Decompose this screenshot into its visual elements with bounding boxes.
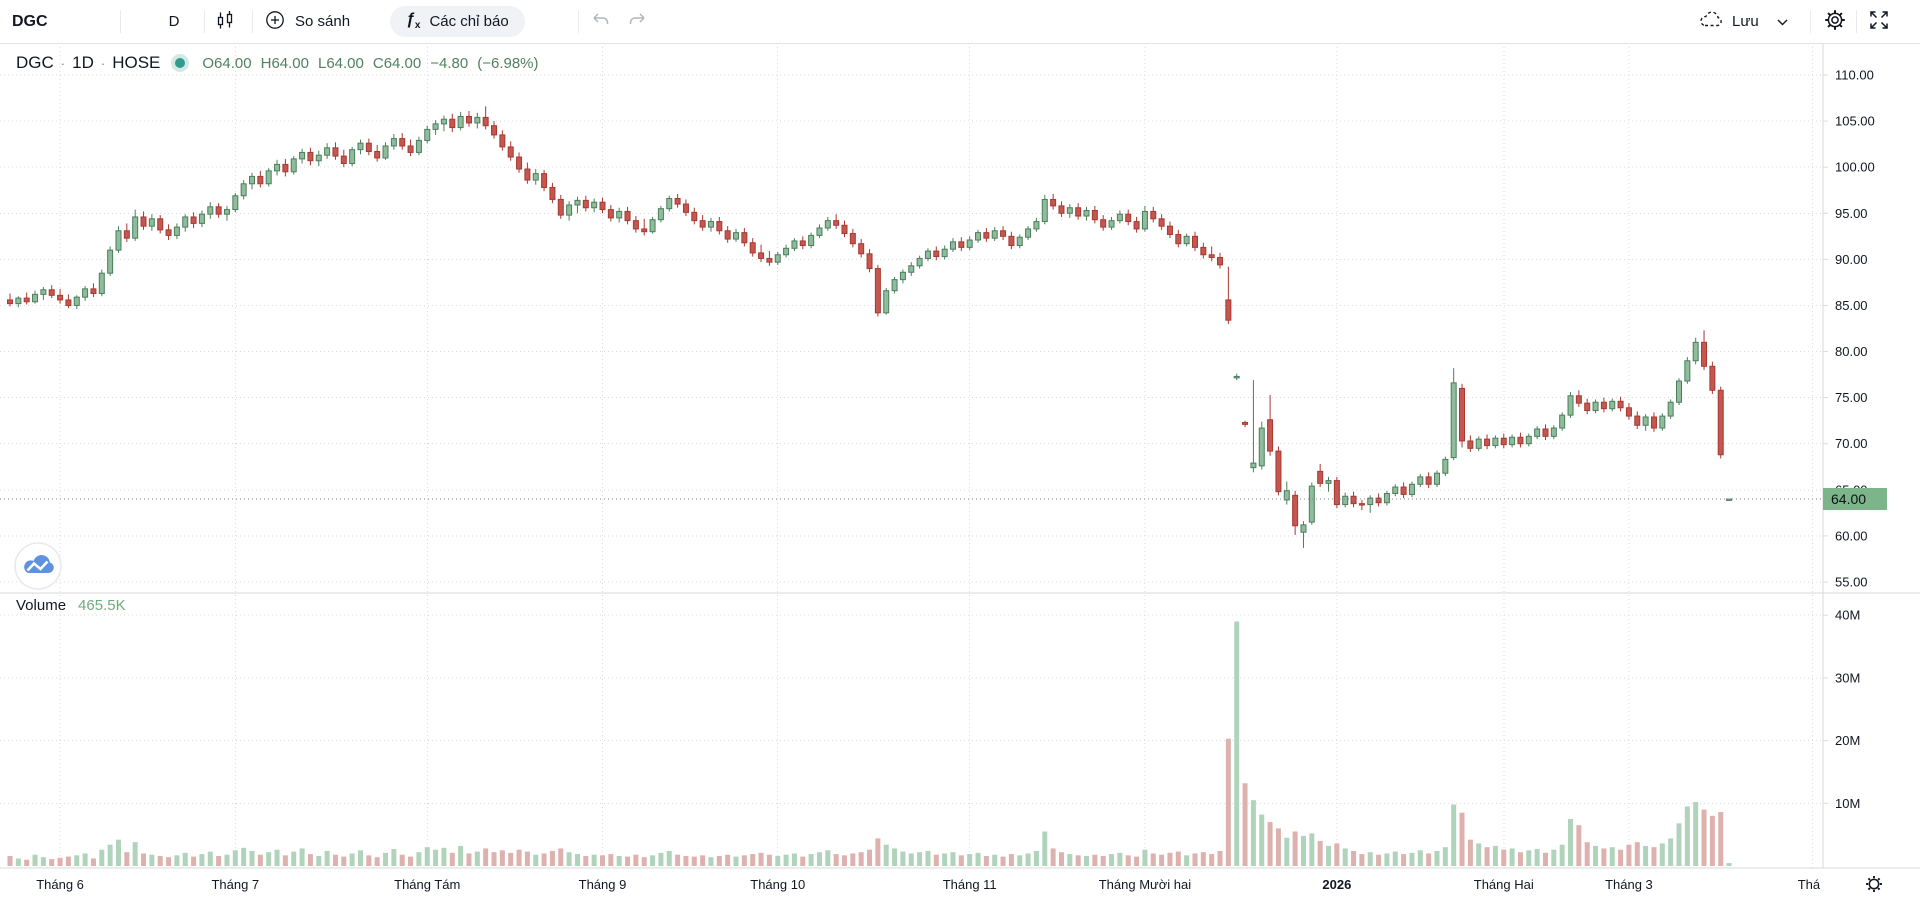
chart-style-button[interactable]: [212, 0, 238, 43]
ohlc-open: O64.00: [202, 54, 252, 72]
svg-text:60.00: 60.00: [1835, 528, 1868, 543]
svg-text:100.00: 100.00: [1835, 160, 1875, 175]
compare-label: So sánh: [295, 13, 351, 30]
market-status-dot: [175, 58, 186, 68]
svg-text:105.00: 105.00: [1835, 114, 1875, 129]
redo-button[interactable]: [624, 0, 650, 43]
time-axis-settings-button[interactable]: [1860, 872, 1888, 900]
undo-button[interactable]: [588, 0, 614, 43]
toolbar-separator: [252, 10, 253, 33]
interval-button[interactable]: D: [168, 13, 180, 30]
svg-text:85.00: 85.00: [1835, 298, 1868, 313]
change-value: −4.80: [430, 54, 469, 72]
last-price-label: 64.00: [1823, 488, 1887, 511]
toolbar-separator: [1856, 10, 1857, 33]
svg-text:75.00: 75.00: [1835, 390, 1868, 405]
legend-symbol: DGC: [16, 53, 54, 72]
volume-value: 465.5K: [78, 597, 126, 614]
svg-text:70.00: 70.00: [1835, 436, 1868, 451]
svg-text:80.00: 80.00: [1835, 344, 1868, 359]
svg-text:Tháng Hai: Tháng Hai: [1474, 877, 1534, 892]
compare-button[interactable]: So sánh: [264, 0, 350, 43]
svg-text:2026: 2026: [1322, 877, 1351, 892]
svg-text:10M: 10M: [1835, 796, 1860, 811]
save-label: Lưu: [1732, 13, 1759, 30]
chart-area: 110.00 105.00 100.00 95.00 90.00 85.00 80.00 75…: [0, 43, 1920, 901]
svg-text:40M: 40M: [1835, 608, 1860, 623]
svg-text:95.00: 95.00: [1835, 206, 1868, 221]
legend-separator: ·: [60, 55, 66, 71]
chart-settings-button[interactable]: [1822, 0, 1848, 43]
symbol-search-button[interactable]: DGC: [12, 12, 48, 30]
fullscreen-button[interactable]: [1866, 0, 1892, 43]
fullscreen-expand-icon: [1867, 8, 1891, 36]
change-percent: (−6.98%): [477, 54, 539, 72]
save-layout-button[interactable]: Lưu: [1698, 0, 1788, 43]
ohlc-values: O64.00 H64.00 L64.00 C64.00 −4.80 (−6.98…: [202, 55, 538, 72]
chevron-down-icon: [1777, 13, 1788, 30]
svg-text:Thán: Thán: [1798, 877, 1828, 892]
cloud-mountain-icon: [24, 555, 54, 573]
broker-logo: [14, 542, 62, 590]
axis-settings-gear-icon: [1864, 874, 1884, 899]
svg-text:20M: 20M: [1835, 733, 1860, 748]
volume-label: Volume: [16, 597, 67, 614]
indicators-button[interactable]: ƒx Các chỉ báo: [390, 6, 525, 37]
svg-text:Tháng 6: Tháng 6: [36, 877, 84, 892]
legend-separator: ·: [100, 55, 106, 71]
toolbar-separator: [204, 10, 205, 33]
legend-exchange: HOSE: [112, 53, 161, 72]
redo-icon: [626, 9, 648, 35]
compare-plus-icon: [264, 9, 286, 35]
volume-legend[interactable]: Volume 465.5K: [16, 597, 126, 614]
candlestick-style-icon: [214, 9, 236, 35]
svg-text:90.00: 90.00: [1835, 252, 1868, 267]
svg-text:110.00: 110.00: [1835, 68, 1874, 83]
main-series-legend[interactable]: DGC · 1D · HOSE O64.00 H64.00 L64.00 C64…: [16, 53, 539, 73]
svg-text:Tháng 3: Tháng 3: [1605, 877, 1653, 892]
toolbar-separator: [578, 10, 579, 33]
top-toolbar: DGC D So sánh ƒx Các chỉ báo: [0, 0, 1920, 44]
svg-text:30M: 30M: [1835, 670, 1860, 685]
svg-text:Tháng 10: Tháng 10: [750, 877, 805, 892]
svg-text:Tháng 9: Tháng 9: [579, 877, 627, 892]
indicators-fx-icon: ƒx: [406, 11, 421, 32]
settings-gear-icon: [1823, 8, 1847, 36]
ohlc-high: H64.00: [260, 54, 309, 72]
svg-text:55.00: 55.00: [1835, 574, 1868, 589]
indicators-label: Các chỉ báo: [429, 13, 509, 30]
undo-icon: [590, 9, 612, 35]
chart-canvas[interactable]: 110.00 105.00 100.00 95.00 90.00 85.00 80.00 75…: [0, 43, 1920, 901]
ohlc-low: L64.00: [317, 54, 364, 72]
svg-text:Tháng Mười hai: Tháng Mười hai: [1099, 877, 1191, 892]
svg-text:Tháng 11: Tháng 11: [943, 877, 997, 892]
toolbar-separator: [120, 10, 121, 33]
svg-text:Tháng 7: Tháng 7: [211, 877, 259, 892]
toolbar-separator: [1810, 10, 1811, 33]
svg-text:Tháng Tám: Tháng Tám: [394, 877, 460, 892]
ohlc-close: C64.00: [372, 54, 422, 72]
save-cloud-icon: [1698, 8, 1724, 36]
legend-interval: 1D: [72, 53, 94, 72]
